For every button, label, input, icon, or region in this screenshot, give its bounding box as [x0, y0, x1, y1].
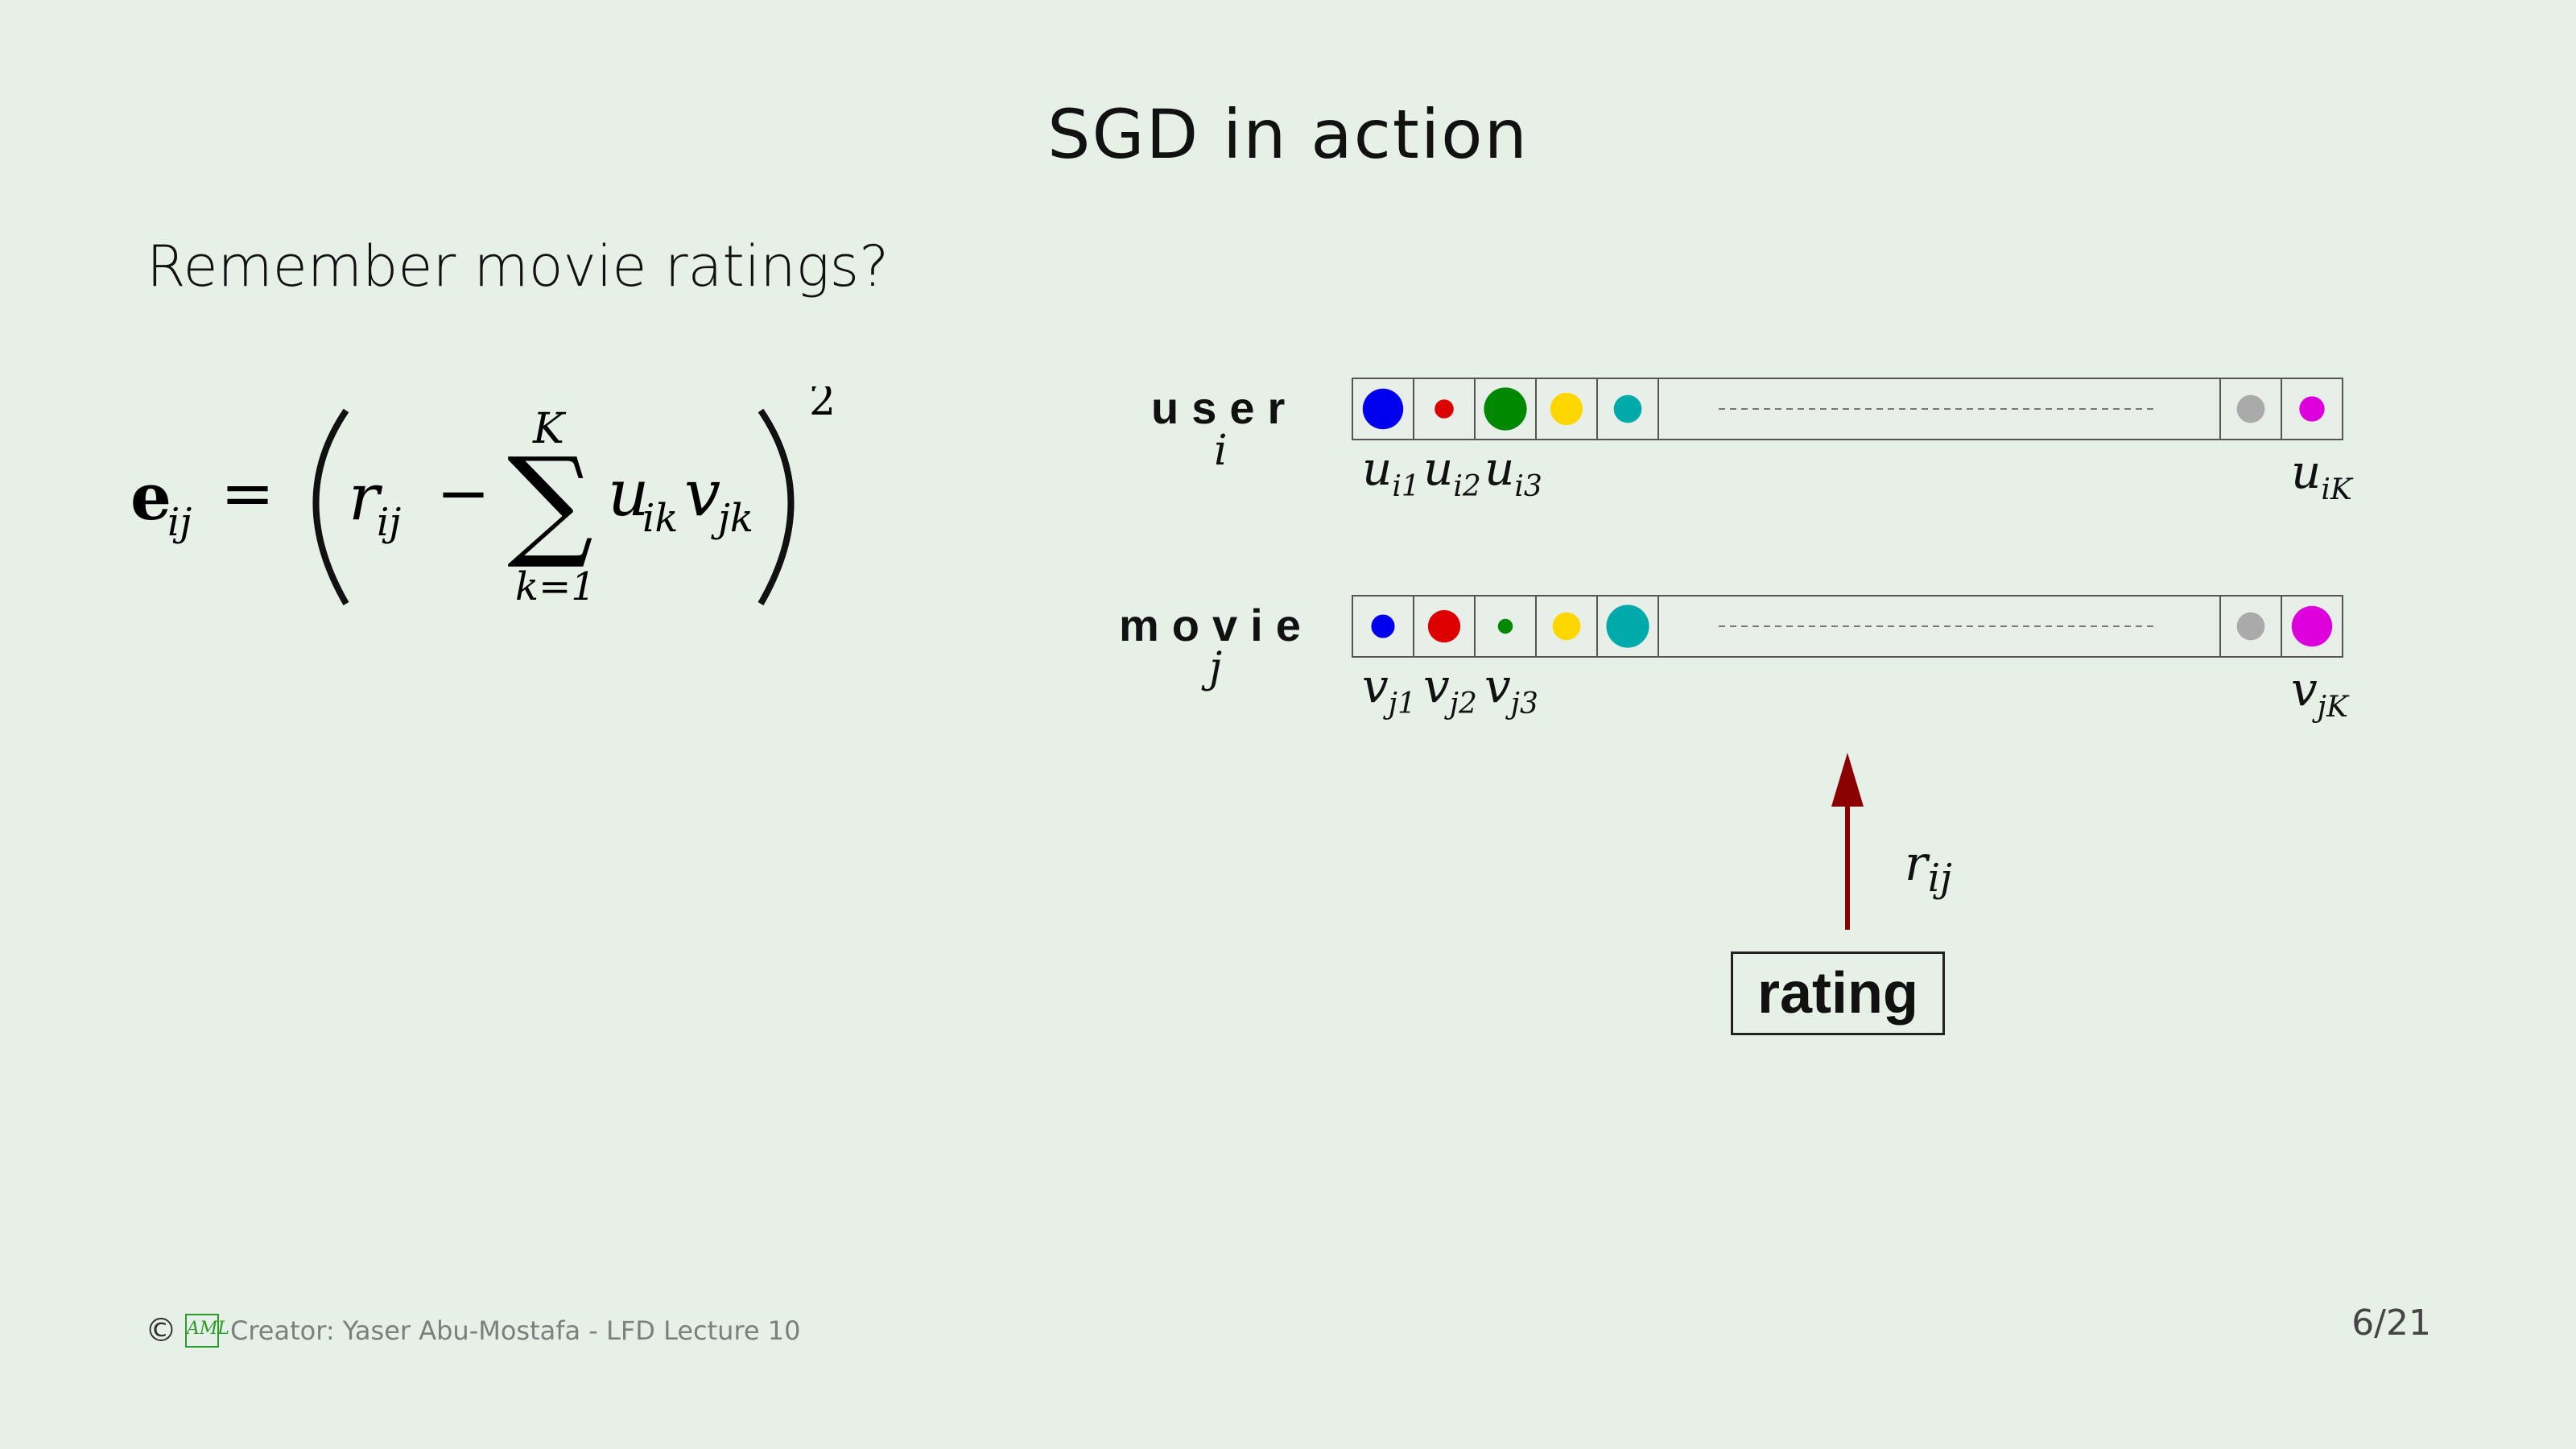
error-formula: e ij = r ij − K ∑ k=1 u ik v jk 2 [130, 386, 836, 609]
user-factor-dot-3 [1484, 387, 1527, 431]
copyright-icon: © [145, 1312, 177, 1349]
v-jK-label: vjK [2291, 662, 2348, 724]
rating-arrow [1831, 753, 1864, 930]
user-factor-dot-2 [1435, 399, 1454, 419]
formula-v-sub: jk [711, 496, 753, 541]
movie-factor-dot-last-1 [2236, 612, 2265, 641]
movie-cell-5 [1596, 595, 1659, 658]
formula-left-paren [312, 408, 349, 605]
v-j2-label: vj2 [1423, 658, 1477, 720]
formula-e: e [130, 459, 171, 535]
footer: © AML Creator: Yaser Abu-Mostafa - LFD L… [145, 1312, 800, 1349]
formula-u-sub: ik [642, 496, 678, 541]
user-vector [1352, 378, 2343, 440]
factor-vectors [1352, 378, 2343, 658]
formula-exponent: 2 [809, 386, 836, 425]
formula-right-paren [758, 408, 795, 605]
u-i3-label: ui3 [1484, 441, 1542, 503]
u-i1-label: ui1 [1362, 441, 1420, 503]
page-number: 6/21 [2351, 1302, 2431, 1344]
movie-factor-dot-last-2 [2291, 605, 2333, 647]
user-factor-dot-last-1 [2236, 394, 2265, 423]
movie-label: movie [1119, 600, 1314, 650]
u-i2-label: ui2 [1423, 441, 1481, 503]
movie-factor-dot-5 [1606, 605, 1649, 648]
movie-cell-last-2 [2281, 595, 2343, 658]
movie-factor-dot-2 [1427, 609, 1461, 643]
user-factor-dot-5 [1613, 394, 1642, 423]
movie-vector [1352, 595, 2343, 658]
formula-r-sub: ij [377, 500, 401, 545]
formula-v: v [684, 456, 720, 530]
movie-index: j [1209, 644, 1223, 692]
formula-sum: ∑ [507, 432, 593, 572]
aml-logo-icon: AML [185, 1314, 229, 1348]
v-j1-label: vj1 [1362, 658, 1416, 720]
slide-title: SGD in action [1047, 95, 1529, 174]
formula-sum-upper: K [532, 405, 567, 453]
subtitle: Remember movie ratings? [147, 233, 890, 299]
user-factor-dot-last-2 [2299, 396, 2325, 422]
user-factor-dot-4 [1550, 392, 1583, 426]
formula-u: u [608, 456, 650, 530]
u-iK-label: uiK [2291, 444, 2352, 506]
user-factor-dot-1 [1362, 388, 1404, 430]
movie-factor-dot-4 [1552, 612, 1581, 641]
v-j3-label: vj3 [1484, 658, 1538, 720]
formula-r: r [349, 460, 383, 535]
formula-sum-lower: k=1 [515, 564, 596, 609]
movie-factor-dot-1 [1371, 614, 1395, 638]
rating-symbol: rij [1905, 836, 1952, 901]
user-cell-5 [1596, 378, 1659, 440]
movie-factor-dot-3 [1497, 618, 1513, 634]
footer-credit: Creator: Yaser Abu-Mostafa - LFD Lecture… [230, 1315, 801, 1346]
user-label: user [1151, 382, 1298, 433]
formula-e-sub: ij [167, 500, 192, 545]
formula-equals: = [221, 456, 275, 530]
user-index: i [1214, 427, 1228, 475]
rating-box: rating [1731, 952, 1945, 1035]
user-cell-last-2 [2281, 378, 2343, 440]
formula-minus: − [436, 456, 490, 530]
movie-vector-frame [1352, 595, 2343, 658]
